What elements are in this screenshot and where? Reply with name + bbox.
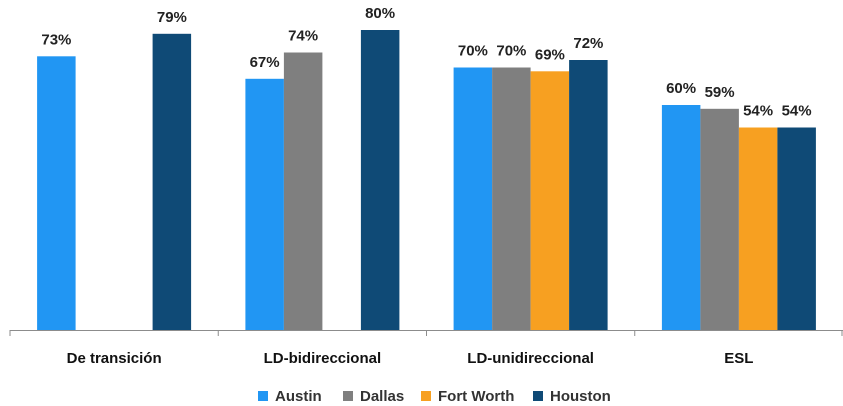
value-label-dallas-esl: 59% [705, 84, 735, 101]
bar-houston-ld-unidireccional [569, 60, 608, 330]
bar-houston-ld-bidireccional [360, 30, 400, 330]
value-label-austin-ld-unidireccional: 70% [458, 43, 488, 60]
legend-label-houston: Houston [550, 388, 611, 405]
category-label-ld-bidireccional: LD-bidireccional [264, 350, 382, 367]
legend-swatch-houston [533, 391, 543, 401]
category-label-ld-unidireccional: LD-unidireccional [467, 350, 594, 367]
bar-austin-ld-unidireccional [453, 67, 493, 330]
value-label-houston-ld-unidireccional: 72% [573, 35, 603, 52]
bar-dallas-ld-bidireccional [283, 52, 323, 330]
category-label-esl: ESL [724, 350, 753, 367]
legend-label-fort-worth: Fort Worth [438, 388, 514, 405]
value-label-fort-worth-ld-unidireccional: 69% [535, 46, 565, 63]
value-label-austin-esl: 60% [666, 80, 696, 97]
value-label-austin-de-transicion: 73% [41, 31, 71, 48]
value-label-houston-ld-bidireccional: 80% [365, 5, 395, 22]
x-axis: De transición LD-bidireccional LD-unidirec… [9, 330, 843, 367]
legend-label-austin: Austin [275, 388, 322, 405]
value-label-fort-worth-esl: 54% [743, 103, 773, 120]
value-label-dallas-ld-bidireccional: 74% [288, 28, 318, 45]
bar-houston-de-transicion [152, 33, 192, 331]
legend: Austin Dallas Fort Worth Houston [258, 388, 611, 405]
bar-austin-esl [661, 105, 701, 330]
value-labels-layer: 73% 79% 67% 74% 80% 70% 70% 69% 72% 60% 59% 54% 54% [41, 5, 811, 120]
bar-austin-de-transicion [37, 56, 76, 331]
value-label-houston-de-transicion: 79% [157, 9, 187, 26]
bar-fort-worth-ld-unidireccional [530, 71, 570, 331]
bar-fort-worth-esl [738, 127, 778, 330]
bar-houston-esl [777, 127, 816, 330]
bars-layer [37, 30, 816, 331]
legend-swatch-fort-worth [421, 391, 431, 401]
value-label-dallas-ld-unidireccional: 70% [496, 43, 526, 60]
bar-dallas-ld-unidireccional [492, 67, 531, 330]
legend-swatch-dallas [343, 391, 353, 401]
bar-dallas-esl [700, 108, 739, 331]
category-label-de-transicion: De transición [67, 350, 162, 367]
bar-austin-ld-bidireccional [245, 78, 284, 331]
value-label-austin-ld-bidireccional: 67% [250, 54, 280, 71]
legend-swatch-austin [258, 391, 268, 401]
legend-label-dallas: Dallas [360, 388, 404, 405]
value-label-houston-esl: 54% [782, 103, 812, 120]
